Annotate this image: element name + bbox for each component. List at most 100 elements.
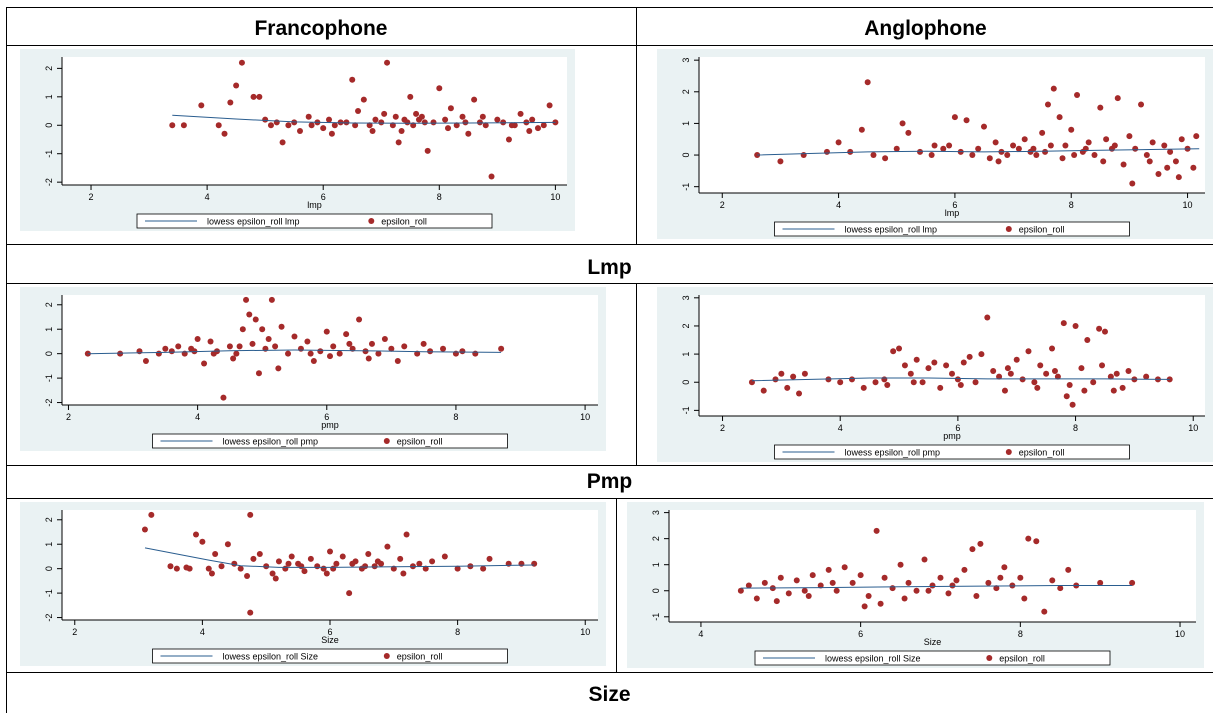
x-tick-label: 8	[1069, 200, 1074, 210]
data-point	[910, 379, 917, 386]
x-tick-label: 6	[952, 200, 957, 210]
data-point	[275, 365, 282, 372]
data-point	[416, 560, 423, 567]
x-tick-label: 2	[720, 423, 725, 433]
data-point	[1100, 158, 1107, 165]
table-border-left	[6, 7, 7, 713]
data-point	[1021, 136, 1028, 143]
data-point	[1051, 367, 1058, 374]
data-point	[215, 122, 222, 129]
data-point	[1069, 401, 1076, 408]
data-point	[801, 587, 808, 594]
data-point	[946, 142, 953, 149]
data-point	[445, 125, 452, 132]
x-tick-label: 4	[195, 412, 200, 422]
legend-label-points: epsilon_roll	[381, 217, 427, 227]
data-point	[247, 609, 254, 616]
legend-box	[136, 213, 493, 229]
data-point	[420, 340, 427, 347]
y-tick-label: -2	[44, 614, 54, 622]
data-point	[1085, 139, 1092, 146]
y-tick-label: 0	[44, 351, 54, 356]
data-point	[1047, 142, 1054, 149]
data-point	[896, 345, 903, 352]
data-point	[1033, 538, 1040, 545]
data-point	[269, 570, 276, 577]
x-tick-label: 6	[955, 423, 960, 433]
data-point	[1031, 379, 1038, 386]
data-point	[1054, 373, 1061, 380]
data-point	[1049, 577, 1056, 584]
table-border-row1-label	[6, 283, 1213, 284]
x-tick-label: 10	[1188, 423, 1198, 433]
data-point	[356, 316, 363, 323]
data-point	[969, 546, 976, 553]
legend-box	[774, 444, 1130, 460]
data-point	[917, 148, 924, 155]
x-tick-label: 4	[205, 192, 210, 202]
x-tick-label: 4	[200, 627, 205, 637]
x-tick-label: 10	[580, 627, 590, 637]
data-point	[1063, 393, 1070, 400]
data-point	[263, 563, 270, 570]
data-point	[352, 122, 359, 129]
data-point	[1091, 152, 1098, 159]
data-point	[993, 585, 1000, 592]
y-tick-label: 1	[44, 327, 54, 332]
data-point	[1025, 535, 1032, 542]
data-point	[1013, 356, 1020, 363]
data-point	[870, 152, 877, 159]
data-point	[173, 565, 180, 572]
table-border-row1	[6, 244, 1213, 245]
data-point	[954, 376, 961, 383]
data-point	[381, 110, 388, 117]
x-tick-label: 6	[321, 192, 326, 202]
data-point	[368, 340, 375, 347]
lowess-line	[144, 547, 535, 568]
data-point	[899, 120, 906, 127]
data-point	[1138, 101, 1145, 108]
data-point	[905, 129, 912, 136]
data-point	[980, 123, 987, 130]
data-point	[825, 566, 832, 573]
data-point	[992, 139, 999, 146]
data-point	[372, 116, 379, 123]
data-point	[1039, 129, 1046, 136]
data-point	[540, 122, 547, 129]
data-point	[1007, 370, 1014, 377]
data-point	[262, 116, 269, 123]
data-point	[336, 350, 343, 357]
data-point	[529, 116, 536, 123]
table-divider-col-mid	[636, 283, 637, 465]
lowess-line	[87, 349, 502, 355]
data-point	[921, 556, 928, 563]
column-header-francophone: Francophone	[254, 17, 388, 40]
data-point	[997, 574, 1004, 581]
data-point	[155, 350, 162, 357]
data-point	[398, 127, 405, 134]
data-point	[784, 384, 791, 391]
data-point	[796, 390, 803, 397]
data-point	[881, 574, 888, 581]
data-point	[1178, 136, 1185, 143]
data-point	[233, 350, 240, 357]
data-point	[1101, 328, 1108, 335]
x-tick-label: 4	[836, 200, 841, 210]
data-point	[937, 574, 944, 581]
data-point	[291, 333, 298, 340]
table-divider-col-bottom	[616, 498, 617, 672]
data-point	[1149, 139, 1156, 146]
table-divider-col-top	[636, 7, 637, 245]
data-point	[889, 585, 896, 592]
data-point	[285, 122, 292, 129]
data-point	[465, 130, 472, 137]
table-border-top	[6, 7, 1213, 8]
data-point	[323, 328, 330, 335]
x-axis-label: Size	[924, 637, 942, 647]
y-tick-label: 0	[44, 123, 54, 128]
data-point	[905, 579, 912, 586]
data-point	[1065, 566, 1072, 573]
data-point	[183, 564, 190, 571]
x-tick-label: 10	[1183, 200, 1193, 210]
